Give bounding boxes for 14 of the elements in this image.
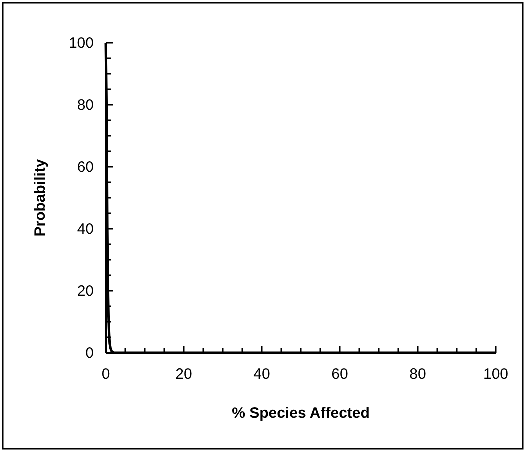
x-axis-title: % Species Affected xyxy=(232,405,370,422)
x-tick-label: 60 xyxy=(332,366,348,383)
y-tick-label: 100 xyxy=(68,35,94,52)
x-tick-label: 0 xyxy=(102,366,110,383)
x-tick-label: 80 xyxy=(410,366,426,383)
y-axis-title: Probability xyxy=(32,158,49,237)
y-tick-label: 20 xyxy=(77,283,94,300)
y-tick-label: 40 xyxy=(77,221,94,238)
x-tick-label: 40 xyxy=(254,366,270,383)
y-tick-label: 80 xyxy=(77,97,94,114)
y-tick-label: 60 xyxy=(77,159,94,176)
x-tick-label: 100 xyxy=(483,366,509,383)
x-tick-label: 20 xyxy=(176,366,192,383)
y-tick-label: 0 xyxy=(86,345,94,362)
